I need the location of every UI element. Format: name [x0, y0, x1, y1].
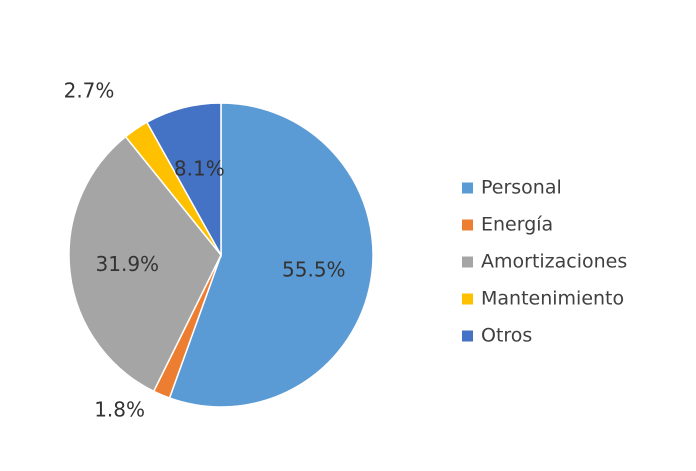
legend-item: Mantenimiento: [462, 288, 624, 310]
slice-label: 31.9%: [96, 252, 160, 276]
legend-swatch: [462, 330, 473, 342]
slice-label: 1.8%: [94, 397, 145, 421]
legend: Personal Energía Amortizaciones Mantenimien…: [462, 177, 627, 347]
legend-swatch: [462, 182, 473, 194]
legend-swatch: [462, 293, 473, 305]
legend-swatch: [462, 256, 473, 268]
legend-label: Amortizaciones: [481, 251, 627, 273]
pie-slices: [68, 102, 374, 408]
legend-item: Amortizaciones: [462, 251, 627, 273]
legend-label: Mantenimiento: [481, 288, 624, 310]
legend-label: Personal: [481, 177, 562, 199]
pie-slice-otros: [145, 102, 222, 258]
slice-label: 2.7%: [64, 78, 115, 102]
slice-labels: 55.5% 1.8% 31.9% 2.7% 8.1%: [64, 78, 346, 421]
legend-item: Energía: [462, 214, 553, 236]
legend-item: Otros: [462, 325, 532, 347]
legend-label: Energía: [481, 214, 553, 236]
pie-slice-amortizaciones: [68, 135, 222, 393]
legend-label: Otros: [481, 325, 532, 347]
slice-label: 55.5%: [282, 258, 346, 282]
slice-label: 8.1%: [174, 156, 225, 180]
legend-swatch: [462, 219, 473, 231]
pie-slice-personal: [168, 102, 374, 408]
legend-item: Personal: [462, 177, 562, 199]
